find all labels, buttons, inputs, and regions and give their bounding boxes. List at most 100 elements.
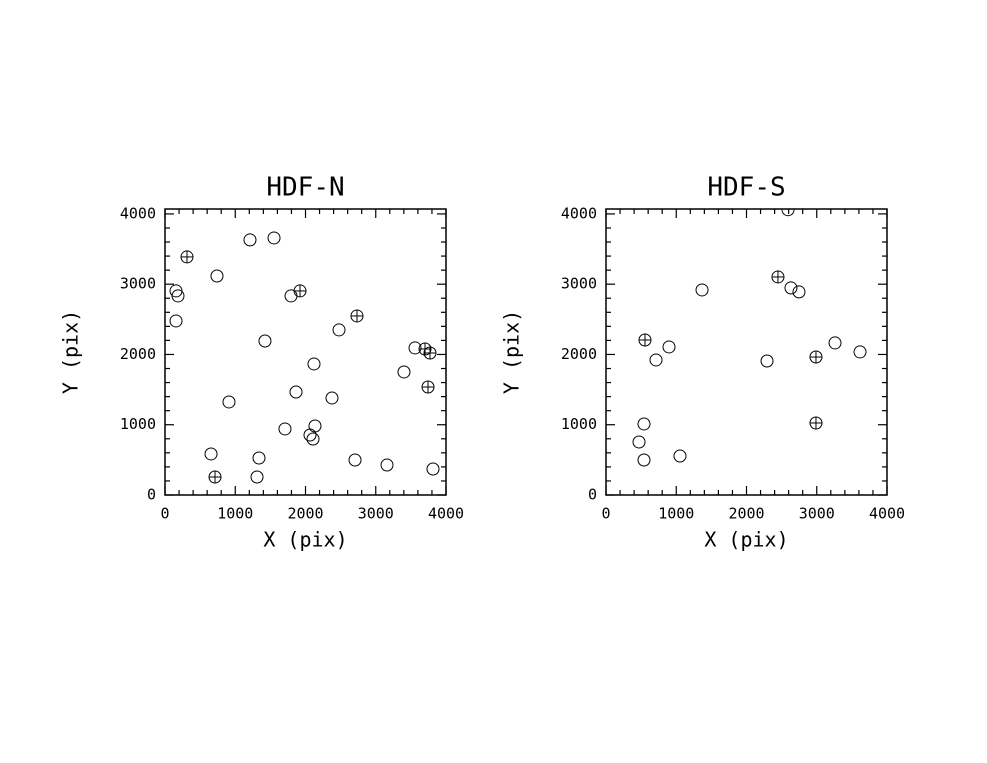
- point: [348, 453, 362, 467]
- point-circle: [649, 353, 663, 367]
- point-circle: [307, 357, 321, 371]
- point: [350, 309, 364, 323]
- x-tick-label: 4000: [869, 505, 905, 523]
- point-circle: [637, 417, 651, 431]
- point: [421, 380, 435, 394]
- point-circle: [306, 432, 320, 446]
- point: [423, 346, 437, 360]
- point-circle: [760, 354, 774, 368]
- point: [303, 428, 317, 442]
- point: [332, 323, 346, 337]
- x-tick-label: 0: [160, 505, 169, 523]
- point: [792, 285, 806, 299]
- point: [267, 231, 281, 245]
- point: [278, 422, 292, 436]
- point: [632, 435, 646, 449]
- point: [809, 416, 823, 430]
- point: [649, 353, 663, 367]
- y-tick-label: 3000: [120, 275, 156, 293]
- point: [771, 270, 785, 284]
- point: [210, 269, 224, 283]
- point: [760, 354, 774, 368]
- point: [308, 419, 322, 433]
- x-tick-label: 3000: [358, 505, 394, 523]
- point-circle: [250, 470, 264, 484]
- point: [637, 453, 651, 467]
- point-circle: [289, 385, 303, 399]
- point-circle: [637, 453, 651, 467]
- point: [250, 470, 264, 484]
- point-circle: [792, 285, 806, 299]
- point-circle: [397, 365, 411, 379]
- y-tick-label: 1000: [120, 415, 156, 433]
- point-circle: [169, 314, 183, 328]
- point-circle: [673, 449, 687, 463]
- point-circle: [303, 428, 317, 442]
- point-circle: [284, 289, 298, 303]
- point: [258, 334, 272, 348]
- point-circle: [252, 451, 266, 465]
- point-circle: [308, 419, 322, 433]
- points: [169, 231, 440, 484]
- point-circle: [781, 209, 795, 217]
- y-tick-label: 3000: [561, 275, 597, 293]
- panel: HDF-N X (pix) Y (pix) 0 1000 2000 3000 4000 0 100…: [59, 173, 465, 552]
- point: [243, 233, 257, 247]
- point: [169, 314, 183, 328]
- point-circle: [784, 281, 798, 295]
- point: [293, 284, 307, 298]
- point: [284, 289, 298, 303]
- y-tick-label: 2000: [120, 345, 156, 363]
- point: [380, 458, 394, 472]
- y-tick-label: 0: [588, 486, 597, 504]
- point: [325, 391, 339, 405]
- x-tick-label: 4000: [428, 505, 464, 523]
- point: [408, 341, 422, 355]
- point: [637, 417, 651, 431]
- x-tick-label: 3000: [799, 505, 835, 523]
- y-tick-label: 4000: [120, 204, 156, 222]
- point: [638, 333, 652, 347]
- plot-frame: [605, 208, 888, 496]
- point-circle: [222, 395, 236, 409]
- point-circle: [278, 422, 292, 436]
- point: [853, 345, 867, 359]
- x-tick-label: 1000: [658, 505, 694, 523]
- point-circle: [380, 458, 394, 472]
- point-circle: [332, 323, 346, 337]
- x-tick-label: 2000: [287, 505, 323, 523]
- x-axis-label: X (pix): [263, 528, 347, 552]
- y-tick-label: 2000: [561, 345, 597, 363]
- point-circle: [632, 435, 646, 449]
- point-circle: [204, 447, 218, 461]
- point-circle: [853, 345, 867, 359]
- point-circle: [267, 231, 281, 245]
- point-circle: [408, 341, 422, 355]
- y-tick-label: 1000: [561, 415, 597, 433]
- point: [171, 289, 185, 303]
- x-tick-label: 0: [601, 505, 610, 523]
- x-tick-label: 2000: [728, 505, 764, 523]
- point: [252, 451, 266, 465]
- chart-title: HDF-S: [707, 173, 785, 203]
- point: [306, 432, 320, 446]
- point: [204, 447, 218, 461]
- point-circle: [695, 283, 709, 297]
- panel: HDF-S X (pix) Y (pix) 0 1000 2000 3000 4000 0 100…: [500, 173, 906, 552]
- point-circle: [325, 391, 339, 405]
- point-circle: [426, 462, 440, 476]
- point: [662, 340, 676, 354]
- x-tick-label: 1000: [217, 505, 253, 523]
- points: [632, 209, 867, 467]
- point: [781, 209, 795, 217]
- point: [426, 462, 440, 476]
- point: [180, 250, 194, 264]
- point: [809, 350, 823, 364]
- chart-title: HDF-N: [266, 173, 344, 203]
- point-circle: [171, 289, 185, 303]
- point: [828, 336, 842, 350]
- y-tick-label: 4000: [561, 204, 597, 222]
- y-tick-label: 0: [147, 486, 156, 504]
- point-circle: [828, 336, 842, 350]
- point-circle: [662, 340, 676, 354]
